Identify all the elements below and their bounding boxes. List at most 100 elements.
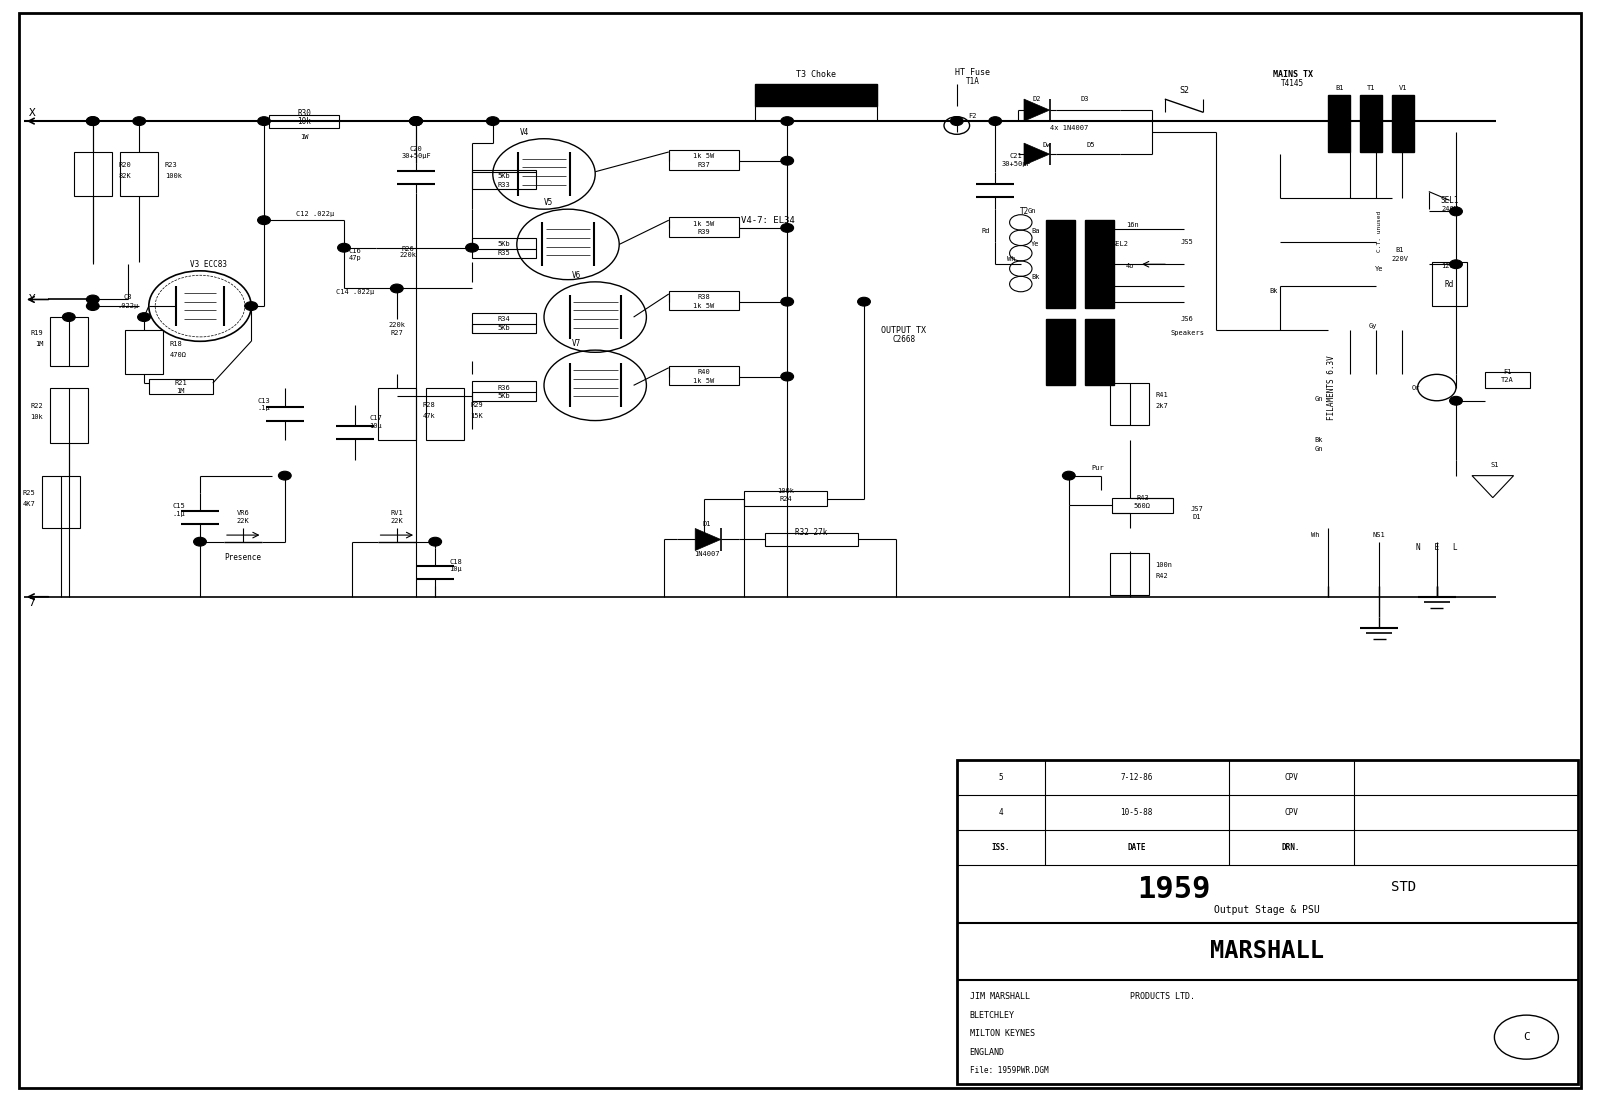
- Bar: [1085, 319, 1114, 385]
- Text: V5: V5: [544, 198, 554, 207]
- Text: 1k 5W: 1k 5W: [693, 378, 715, 384]
- Text: OUTPUT TX: OUTPUT TX: [882, 326, 926, 335]
- Text: VR6: VR6: [237, 510, 250, 516]
- Text: BLETCHLEY: BLETCHLEY: [970, 1011, 1014, 1020]
- Circle shape: [86, 302, 99, 310]
- Circle shape: [858, 297, 870, 306]
- Text: 7-12-86: 7-12-86: [1120, 773, 1154, 782]
- Text: 4K7: 4K7: [22, 501, 35, 508]
- Circle shape: [1062, 471, 1075, 480]
- Text: NS1: NS1: [1373, 532, 1386, 538]
- Text: F2: F2: [968, 112, 978, 119]
- Text: T1A: T1A: [966, 77, 979, 86]
- Bar: [472, 313, 536, 333]
- Text: HT Fuse: HT Fuse: [955, 68, 990, 77]
- Text: R21: R21: [174, 380, 187, 386]
- Text: 22K: 22K: [390, 517, 403, 524]
- Text: Gn: Gn: [1027, 208, 1037, 215]
- Text: Rd: Rd: [1445, 280, 1454, 288]
- Text: R33: R33: [498, 182, 510, 188]
- Text: V4: V4: [520, 128, 530, 137]
- Circle shape: [258, 216, 270, 225]
- Circle shape: [781, 224, 794, 232]
- Text: 22K: 22K: [237, 517, 250, 524]
- Text: 5Kb: 5Kb: [498, 393, 510, 400]
- Text: 4x 1N4007: 4x 1N4007: [1050, 124, 1088, 131]
- Circle shape: [781, 156, 794, 165]
- Text: R25: R25: [22, 490, 35, 497]
- Text: 30+50μF: 30+50μF: [1002, 161, 1030, 167]
- Bar: [957, 760, 1578, 1084]
- Circle shape: [410, 117, 422, 126]
- Text: 5: 5: [998, 773, 1003, 782]
- Text: R27: R27: [390, 329, 403, 336]
- Circle shape: [245, 302, 258, 310]
- Text: R19: R19: [30, 329, 43, 336]
- Text: Ba: Ba: [1030, 228, 1040, 235]
- Text: Gn: Gn: [1314, 446, 1323, 453]
- Circle shape: [133, 117, 146, 126]
- Text: File: 1959PWR.DGM: File: 1959PWR.DGM: [970, 1066, 1048, 1075]
- Circle shape: [138, 313, 150, 321]
- Bar: [269, 115, 339, 128]
- Text: 1M: 1M: [176, 388, 186, 394]
- Polygon shape: [696, 528, 722, 550]
- Text: 8n: 8n: [1059, 298, 1069, 305]
- Text: V4-7: EL34: V4-7: EL34: [741, 216, 795, 225]
- Bar: [74, 152, 112, 196]
- Text: X: X: [29, 108, 35, 119]
- Text: 4o: 4o: [1125, 263, 1134, 270]
- Text: 7: 7: [29, 598, 35, 609]
- Text: Gy: Gy: [1368, 323, 1378, 329]
- Text: Or: Or: [1411, 384, 1421, 391]
- Text: 10μ: 10μ: [370, 423, 382, 429]
- Text: 30+50μF: 30+50μF: [402, 153, 430, 160]
- Text: C15: C15: [173, 503, 186, 510]
- Text: .1μ: .1μ: [173, 511, 186, 517]
- Bar: [669, 366, 739, 385]
- Text: 1k 5W: 1k 5W: [693, 303, 715, 309]
- Bar: [125, 330, 163, 374]
- Text: N   E   L: N E L: [1416, 543, 1458, 552]
- Text: C14 .022μ: C14 .022μ: [336, 288, 374, 295]
- Text: R42: R42: [1155, 573, 1168, 579]
- Circle shape: [86, 117, 99, 126]
- Text: R39: R39: [698, 229, 710, 236]
- Bar: [1110, 553, 1149, 595]
- Bar: [1085, 220, 1114, 308]
- Text: D1: D1: [1192, 514, 1202, 521]
- Text: Ye: Ye: [1030, 241, 1040, 248]
- Bar: [149, 379, 213, 394]
- Text: 1k 5W: 1k 5W: [693, 153, 715, 160]
- Text: 220V: 220V: [1392, 255, 1408, 262]
- Text: 100n: 100n: [1155, 562, 1173, 568]
- Text: Bk: Bk: [1030, 274, 1040, 281]
- Circle shape: [390, 284, 403, 293]
- Text: R40: R40: [698, 369, 710, 375]
- Text: C17: C17: [370, 415, 382, 422]
- Text: Y: Y: [29, 294, 35, 305]
- Text: SEL2: SEL2: [1112, 241, 1128, 248]
- Text: Presence: Presence: [224, 553, 262, 562]
- Bar: [765, 533, 858, 546]
- Text: Dw: Dw: [1042, 142, 1051, 149]
- Text: B1: B1: [1395, 247, 1405, 253]
- Text: 10k: 10k: [298, 117, 310, 126]
- Circle shape: [194, 537, 206, 546]
- Text: Rd: Rd: [981, 228, 990, 235]
- Circle shape: [1450, 207, 1462, 216]
- Text: C8: C8: [123, 294, 133, 301]
- Text: B1: B1: [1334, 85, 1344, 91]
- Bar: [50, 317, 88, 366]
- Text: DATE: DATE: [1128, 843, 1146, 852]
- Text: R23: R23: [165, 162, 178, 168]
- Text: V7: V7: [571, 339, 581, 348]
- Bar: [755, 84, 877, 106]
- Circle shape: [781, 297, 794, 306]
- Text: R41: R41: [1155, 392, 1168, 399]
- Circle shape: [86, 117, 99, 126]
- Bar: [669, 150, 739, 170]
- Text: Bk: Bk: [1269, 287, 1278, 294]
- Bar: [472, 170, 536, 189]
- Text: ENGLAND: ENGLAND: [970, 1048, 1005, 1057]
